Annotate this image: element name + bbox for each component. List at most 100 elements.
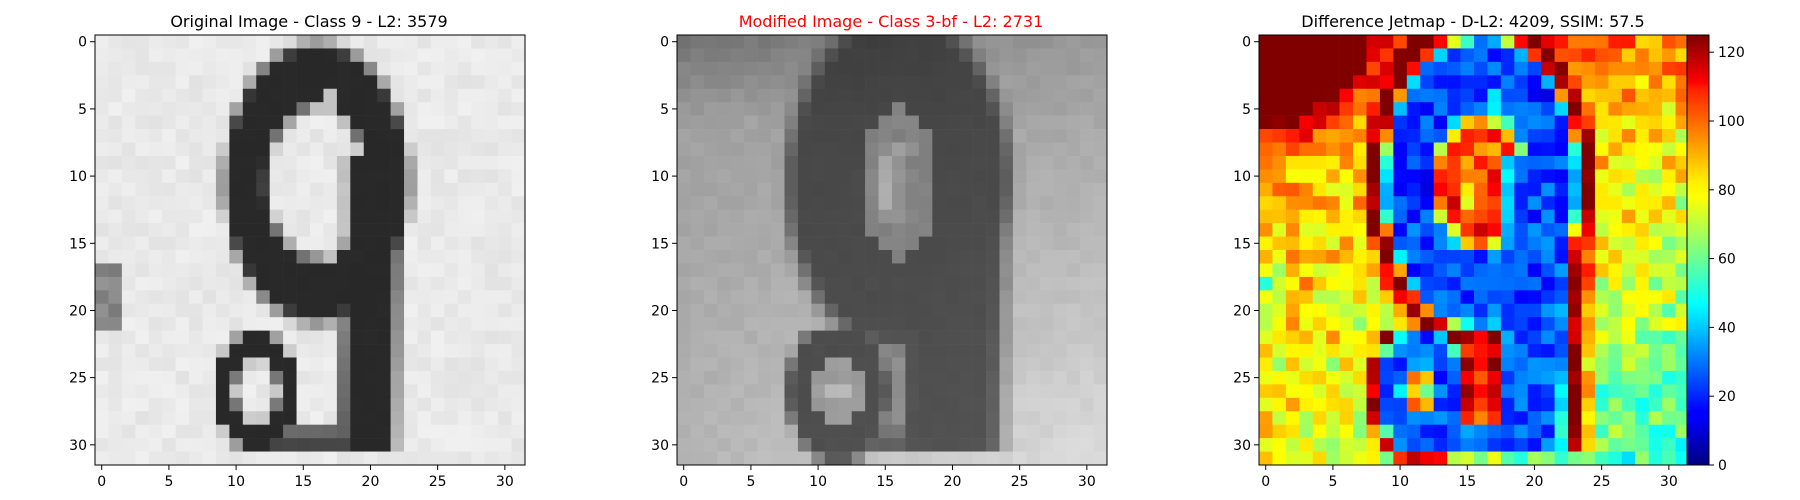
pixel-cell [838,330,852,345]
pixel-cell [757,142,772,157]
pixel-cell [457,344,472,358]
pixel-cell [430,424,445,439]
pixel-cell [283,196,297,210]
pixel-cell [784,276,799,291]
pixel-cell [189,129,203,143]
pixel-cell [121,290,136,305]
pixel-cell [932,223,947,237]
pixel-cell [797,411,812,425]
pixel-cell [1406,75,1421,90]
pixel-cell [1285,357,1300,372]
pixel-cell [999,196,1014,210]
pixel-cell [1514,61,1529,76]
pixel-cell [336,290,351,305]
pixel-cell [1299,276,1314,291]
pixel-cell [471,223,485,237]
pixel-cell [511,438,526,452]
pixel-cell [135,317,150,331]
pixel-cell [972,169,987,184]
pixel-cell [1527,330,1542,345]
pixel-cell [771,438,785,452]
pixel-cell [1460,397,1475,412]
pixel-cell [269,223,284,237]
pixel-cell [336,196,351,210]
pixel-cell [363,142,378,157]
pixel-cell [1500,438,1515,452]
pixel-cell [108,276,123,291]
pixel-cell [757,236,772,251]
pixel-cell [1326,290,1340,305]
pixel-cell [905,411,920,425]
pixel-cell [959,102,973,116]
pixel-cell [677,290,691,305]
pixel-cell [878,438,893,452]
pixel-cell [404,250,418,264]
pixel-cell [1339,263,1354,278]
pixel-cell [824,397,839,412]
pixel-cell [1353,35,1367,49]
pixel-cell [1393,182,1408,197]
pixel-cell [703,236,718,251]
pixel-cell [892,250,906,264]
pixel-cell [784,263,799,278]
pixel-cell [95,169,109,184]
pixel-cell [1474,250,1488,264]
pixel-cell [1474,155,1488,170]
pixel-cell [1594,303,1609,318]
pixel-cell [677,397,691,412]
pixel-cell [972,129,987,143]
pixel-cell [865,142,879,157]
pixel-cell [457,330,472,345]
pixel-cell [229,438,244,452]
pixel-cell [108,330,123,345]
pixel-cell [1299,182,1314,197]
pixel-cell [1554,303,1569,318]
pixel-cell [932,303,947,318]
pixel-cell [1581,370,1596,385]
pixel-cell [1554,88,1569,103]
pixel-cell [363,370,378,385]
pixel-cell [323,384,338,399]
pixel-cell [215,438,230,452]
pixel-cell [484,370,499,385]
pixel-cell [457,438,472,452]
pixel-cell [1527,451,1542,466]
pixel-cell [905,209,920,224]
pixel-cell [771,276,785,291]
pixel-cell [1527,303,1542,318]
pixel-cell [229,196,244,210]
pixel-cell [824,411,839,425]
pixel-cell [959,209,973,224]
pixel-cell [1460,276,1475,291]
pixel-cell [771,182,785,197]
pixel-cell [959,169,973,184]
pixel-cell [1393,75,1408,90]
pixel-cell [202,236,217,251]
pixel-cell [690,370,705,385]
pixel-cell [471,196,485,210]
pixel-cell [1568,276,1582,291]
pixel-cell [1568,263,1582,278]
pixel-cell [336,357,351,372]
pixel-cell [1487,411,1502,425]
pixel-cell [256,182,270,197]
pixel-cell [457,75,472,90]
pixel-cell [1635,48,1649,63]
pixel-cell [1527,102,1542,116]
pixel-cell [511,35,526,49]
pixel-cell [1527,61,1542,76]
pixel-cell [1635,424,1649,439]
pixel-cell [444,290,459,305]
pixel-cell [121,330,136,345]
pixel-cell [1039,290,1054,305]
pixel-cell [892,384,906,399]
pixel-cell [945,196,960,210]
pixel-cell [350,411,365,425]
pixel-cell [256,142,270,157]
pixel-cell [1299,263,1314,278]
pixel-cell [1093,276,1108,291]
pixel-cell [932,75,947,90]
pixel-cell [1675,209,1690,224]
pixel-cell [1272,75,1287,90]
pixel-cell [1541,290,1555,305]
